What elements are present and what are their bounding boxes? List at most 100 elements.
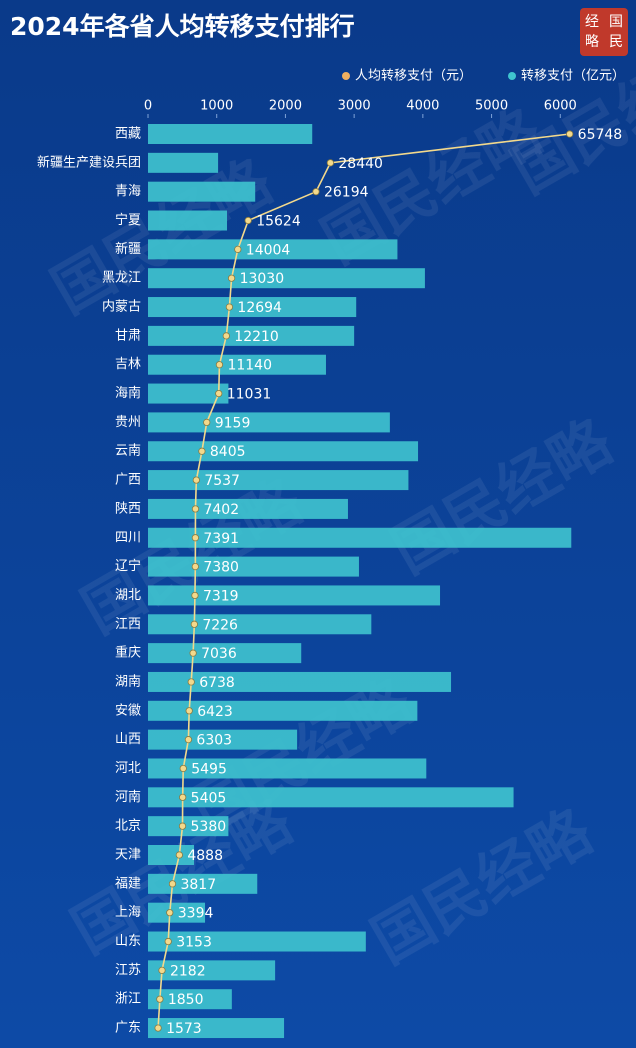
line-point bbox=[184, 736, 193, 744]
x-tick-label: 5000 bbox=[475, 99, 508, 114]
data-label: 65748 bbox=[578, 127, 623, 143]
bar bbox=[148, 239, 398, 260]
line-point bbox=[179, 764, 187, 773]
y-tick-label: 上海 bbox=[115, 905, 141, 920]
data-label: 7402 bbox=[203, 502, 239, 518]
y-tick-label: 西藏 bbox=[115, 127, 141, 142]
line-point bbox=[189, 649, 197, 657]
bar bbox=[148, 1018, 285, 1039]
data-label: 3394 bbox=[178, 906, 214, 922]
line-point bbox=[175, 851, 183, 859]
bar bbox=[148, 297, 357, 318]
y-tick-label: 天津 bbox=[115, 848, 141, 863]
logo-box bbox=[580, 8, 628, 56]
legend-swatch bbox=[508, 72, 516, 80]
data-label: 3153 bbox=[176, 935, 212, 951]
bar bbox=[148, 354, 326, 375]
data-label: 5495 bbox=[191, 761, 227, 777]
bar bbox=[148, 758, 427, 779]
line-point bbox=[190, 620, 198, 628]
x-tick-label: 4000 bbox=[406, 99, 439, 114]
y-tick-label: 宁夏 bbox=[115, 212, 141, 228]
data-label: 7319 bbox=[203, 588, 239, 604]
bar bbox=[148, 470, 409, 491]
y-tick-label: 内蒙古 bbox=[102, 299, 141, 315]
logo-char: 略 bbox=[585, 34, 599, 50]
line-point bbox=[225, 303, 234, 311]
bar bbox=[148, 210, 228, 231]
data-label: 13030 bbox=[240, 271, 285, 287]
legend-label: 转移支付（亿元） bbox=[521, 69, 625, 84]
line-point bbox=[244, 216, 252, 225]
bar bbox=[148, 671, 452, 692]
line-point bbox=[191, 562, 199, 571]
y-tick-label: 北京 bbox=[115, 819, 141, 834]
x-tick-label: 1000 bbox=[200, 99, 233, 114]
logo-char: 民 bbox=[609, 34, 623, 50]
bar bbox=[148, 960, 276, 981]
data-label: 5380 bbox=[191, 819, 227, 835]
data-label: 7380 bbox=[203, 560, 239, 576]
bar bbox=[148, 498, 348, 519]
y-tick-label: 青海 bbox=[115, 184, 141, 199]
bar bbox=[148, 729, 298, 750]
data-label: 28440 bbox=[338, 156, 383, 172]
bar bbox=[148, 931, 366, 952]
bar bbox=[148, 124, 313, 144]
y-tick-label: 江西 bbox=[115, 617, 141, 632]
line-point bbox=[203, 418, 211, 426]
data-label: 12694 bbox=[237, 300, 282, 316]
line-point bbox=[187, 678, 195, 686]
data-label: 1850 bbox=[168, 992, 204, 1008]
y-tick-label: 福建 bbox=[115, 876, 141, 891]
bar bbox=[148, 816, 229, 837]
bar bbox=[148, 412, 390, 433]
data-label: 9159 bbox=[215, 415, 251, 431]
data-label: 1573 bbox=[166, 1021, 202, 1037]
line-point bbox=[326, 159, 334, 167]
line-point bbox=[185, 707, 193, 715]
line-point bbox=[156, 995, 164, 1003]
y-tick-label: 重庆 bbox=[115, 645, 141, 661]
y-tick-label: 黑龙江 bbox=[102, 271, 141, 286]
line-point bbox=[215, 361, 224, 369]
bar bbox=[148, 873, 258, 894]
line-point bbox=[191, 591, 199, 600]
logo-char: 国 bbox=[609, 14, 623, 30]
line-point bbox=[191, 505, 200, 513]
data-label: 6423 bbox=[197, 704, 233, 720]
data-label: 4888 bbox=[187, 848, 223, 864]
bar bbox=[148, 268, 425, 289]
bar bbox=[148, 787, 514, 808]
x-tick-label: 6000 bbox=[544, 99, 577, 114]
y-tick-label: 江苏 bbox=[115, 962, 141, 978]
line-point bbox=[168, 880, 177, 888]
data-label: 12210 bbox=[234, 329, 279, 345]
data-label: 5405 bbox=[191, 790, 227, 806]
line bbox=[157, 133, 570, 1029]
x-tick-label: 2000 bbox=[269, 99, 302, 114]
line-point bbox=[178, 822, 187, 830]
bar bbox=[148, 902, 206, 923]
bar bbox=[148, 643, 302, 664]
bar bbox=[148, 181, 256, 202]
data-label: 6303 bbox=[196, 733, 232, 749]
bar bbox=[148, 152, 219, 173]
line-point bbox=[192, 476, 200, 484]
bar bbox=[148, 989, 232, 1010]
bar bbox=[148, 325, 355, 346]
data-label: 11031 bbox=[227, 387, 272, 403]
line-point bbox=[179, 793, 187, 801]
chart-title: 2024年各省人均转移支付排行 bbox=[10, 12, 355, 41]
y-tick-label: 四川 bbox=[115, 530, 141, 545]
data-label: 7226 bbox=[202, 617, 238, 633]
y-tick-label: 河北 bbox=[115, 761, 141, 776]
bar bbox=[148, 441, 419, 462]
line-point bbox=[191, 534, 200, 542]
x-tick-label: 3000 bbox=[338, 99, 371, 114]
data-label: 7036 bbox=[201, 646, 237, 662]
line-point bbox=[166, 909, 174, 917]
line-point bbox=[227, 274, 236, 282]
